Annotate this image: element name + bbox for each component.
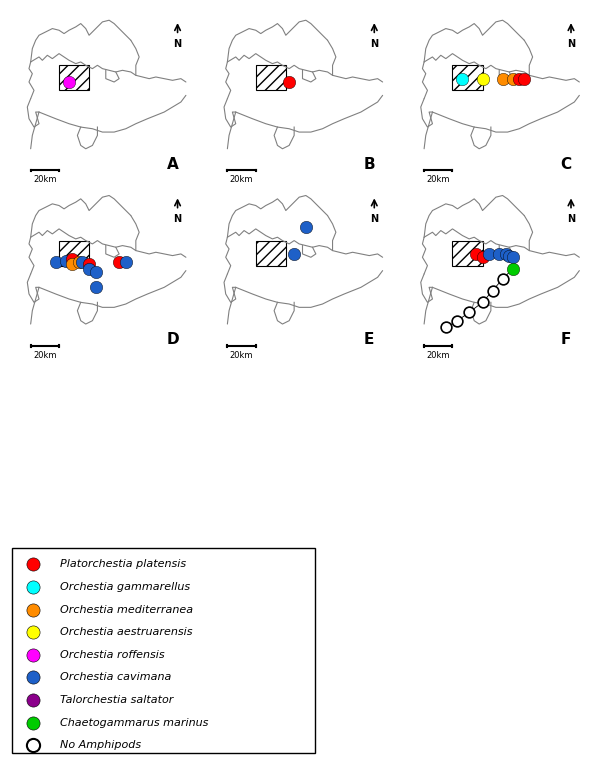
Point (289, 248, 299, 260)
Point (453, 314, 462, 326)
Point (84, 263, 94, 275)
Point (284, 76, 294, 88)
Text: Orchestia mediterranea: Orchestia mediterranea (60, 604, 194, 615)
Point (457, 72, 467, 84)
Text: 20km: 20km (427, 351, 450, 360)
Bar (256, 240, 286, 266)
Point (498, 72, 508, 84)
Text: 20km: 20km (427, 176, 450, 184)
Text: Orchestia aestruarensis: Orchestia aestruarensis (60, 627, 193, 637)
Text: N: N (370, 214, 378, 224)
Point (485, 248, 494, 260)
Text: E: E (364, 333, 374, 348)
Point (478, 251, 488, 263)
Point (84, 258, 94, 270)
Point (61, 254, 71, 266)
Point (301, 221, 311, 234)
Point (508, 72, 517, 84)
Text: 20km: 20km (33, 176, 57, 184)
Text: N: N (370, 39, 378, 49)
Point (441, 321, 451, 333)
Text: C: C (560, 157, 572, 172)
Point (51, 256, 60, 269)
Point (68, 258, 77, 270)
Point (74, 256, 84, 269)
Point (28, 559, 38, 571)
Point (28, 626, 38, 638)
Point (494, 248, 504, 260)
Point (91, 282, 100, 294)
Text: A: A (166, 157, 178, 172)
Point (471, 248, 481, 260)
Point (64, 76, 74, 88)
Point (91, 266, 100, 279)
Text: Orchestia roffensis: Orchestia roffensis (60, 650, 165, 660)
Point (114, 256, 124, 269)
Text: F: F (561, 333, 571, 348)
Point (28, 671, 38, 683)
Point (28, 694, 38, 706)
Point (28, 717, 38, 729)
Point (28, 739, 38, 751)
Text: 20km: 20km (33, 351, 57, 360)
Point (498, 273, 508, 285)
Text: Orchestia gammarellus: Orchestia gammarellus (60, 582, 191, 592)
Bar (59, 240, 89, 266)
Bar (256, 65, 286, 91)
Point (505, 250, 514, 262)
Point (68, 253, 77, 265)
Text: Chaetogammarus marinus: Chaetogammarus marinus (60, 718, 209, 728)
Text: D: D (166, 333, 179, 348)
Bar (59, 65, 89, 91)
Bar (453, 65, 483, 91)
Point (508, 251, 517, 263)
Text: N: N (174, 214, 182, 224)
Point (464, 306, 474, 318)
Point (514, 72, 524, 84)
Point (488, 285, 497, 297)
Point (501, 248, 511, 260)
Point (520, 72, 529, 84)
Text: 20km: 20km (230, 351, 253, 360)
Text: Orchestia cavimana: Orchestia cavimana (60, 673, 172, 683)
Point (478, 72, 488, 84)
Text: No Amphipods: No Amphipods (60, 740, 142, 750)
Text: Platorchestia platensis: Platorchestia platensis (60, 559, 186, 569)
Point (28, 603, 38, 616)
Text: N: N (567, 39, 575, 49)
Text: 20km: 20km (230, 176, 253, 184)
Point (77, 256, 87, 269)
Point (121, 256, 131, 269)
Point (508, 263, 517, 275)
Text: B: B (364, 157, 375, 172)
Bar (453, 240, 483, 266)
Text: N: N (567, 214, 575, 224)
Point (28, 581, 38, 593)
Text: Talorchestia saltator: Talorchestia saltator (60, 695, 174, 705)
Point (478, 296, 488, 308)
Text: N: N (174, 39, 182, 49)
Point (28, 648, 38, 661)
